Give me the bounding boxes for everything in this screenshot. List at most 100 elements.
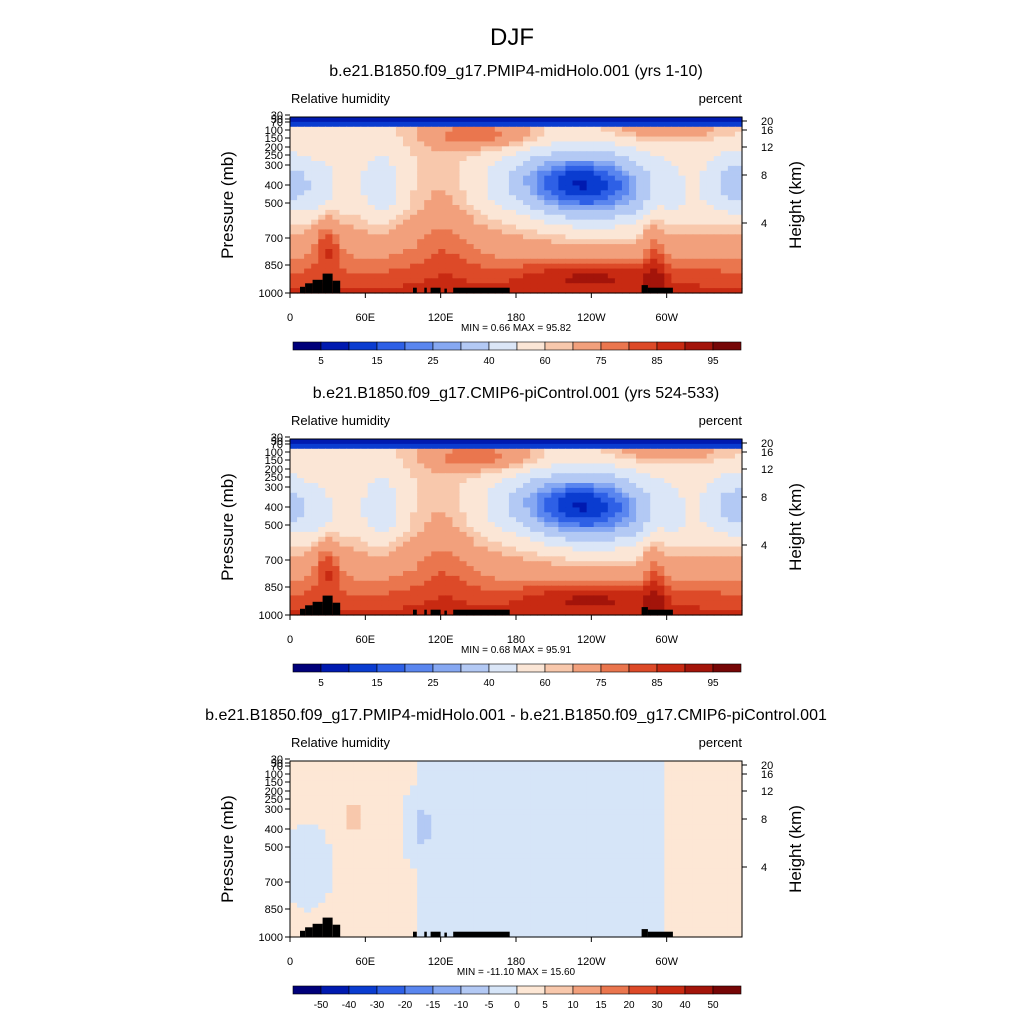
heatmap-cell: [438, 595, 446, 601]
heatmap-cell: [487, 136, 496, 143]
heatmap-cell: [544, 439, 552, 445]
heatmap-cell: [734, 117, 743, 123]
heatmap-cell: [530, 571, 538, 577]
heatmap-cell: [664, 448, 672, 455]
heatmap-cell: [318, 273, 326, 279]
heatmap-cell: [558, 253, 567, 260]
heatmap-cell: [657, 121, 665, 128]
terrain-mask: [413, 287, 417, 293]
heatmap-cell: [473, 541, 482, 548]
heatmap-cell: [290, 502, 298, 509]
heatmap-cell: [727, 473, 736, 479]
heatmap-cell: [551, 190, 559, 196]
heatmap-cell: [692, 258, 701, 265]
heatmap-cell: [452, 527, 461, 533]
terrain-mask: [430, 287, 441, 293]
heatmap-cell: [473, 473, 482, 479]
heatmap-cell: [297, 502, 305, 509]
heatmap-cell: [501, 131, 510, 138]
heatmap-cell: [516, 502, 524, 509]
heatmap-cell: [332, 249, 341, 255]
heatmap-cell: [565, 512, 574, 518]
heatmap-cell: [311, 136, 319, 143]
heatmap-cell: [297, 239, 305, 245]
heatmap-cell: [530, 234, 538, 240]
heatmap-cell: [360, 571, 369, 577]
heatmap-cell: [325, 561, 333, 567]
heatmap-cell: [346, 468, 355, 474]
heatmap-cell: [459, 219, 468, 226]
heatmap-cell: [530, 200, 538, 206]
heatmap-cell: [346, 205, 355, 211]
heatmap-cell: [537, 458, 545, 465]
heatmap-cell: [586, 141, 595, 147]
heatmap-cell: [706, 170, 715, 177]
heatmap-cell: [388, 185, 397, 191]
heatmap-cell: [395, 288, 404, 294]
heatmap-cell: [734, 141, 743, 147]
colorbar-box: [712, 341, 742, 351]
heatmap-cell: [494, 229, 503, 235]
heatmap-cell: [473, 258, 482, 265]
heatmap-cell: [636, 527, 644, 533]
heatmap-cell: [614, 473, 623, 479]
heatmap-cell: [629, 205, 637, 211]
heatmap-cell: [678, 522, 687, 528]
heatmap-cell: [657, 512, 665, 518]
heatmap-cell: [643, 448, 651, 455]
heatmap-cell: [678, 473, 687, 479]
heatmap-cell: [720, 170, 729, 177]
heatmap-cell: [395, 229, 404, 235]
heatmap-cell: [367, 507, 376, 513]
heatmap-cell: [600, 522, 609, 528]
heatmap-cell: [657, 126, 665, 133]
heatmap-cell: [381, 556, 390, 562]
heatmap-cell: [332, 551, 341, 557]
heatmap-cell: [579, 205, 588, 211]
heatmap-cell: [621, 590, 630, 597]
heatmap-cell: [537, 214, 545, 221]
heatmap-cell: [424, 175, 432, 182]
heatmap-cell: [678, 195, 687, 201]
heatmap-cell: [551, 288, 559, 294]
heatmap-cell: [417, 219, 425, 226]
heatmap-cell: [727, 483, 736, 489]
heatmap-cell: [558, 448, 567, 455]
heatmap-cell: [410, 527, 418, 533]
heatmap-cell: [290, 527, 298, 533]
heatmap-cell: [438, 263, 446, 270]
heatmap-cell: [311, 585, 319, 592]
heatmap-cell: [516, 770, 524, 777]
heatmap-cell: [452, 249, 461, 255]
heatmap-cell: [643, 483, 651, 489]
heatmap-cell: [657, 761, 665, 767]
heatmap-cell: [586, 502, 595, 509]
heatmap-cell: [367, 536, 376, 543]
heatmap-cell: [593, 765, 602, 772]
heatmap-cell: [516, 556, 524, 562]
heatmap-cell: [537, 585, 545, 592]
heatmap-cell: [353, 195, 362, 201]
heatmap-cell: [332, 566, 341, 572]
heatmap-cell: [657, 605, 665, 611]
heatmap-cell: [452, 151, 461, 157]
heatmap-cell: [678, 566, 687, 572]
heatmap-cell: [339, 249, 348, 255]
heatmap-cell: [304, 170, 312, 177]
heatmap-cell: [530, 244, 538, 250]
heatmap-cell: [346, 483, 355, 489]
heatmap-cell: [304, 492, 312, 499]
heatmap-cell: [403, 283, 411, 289]
heatmap-cell: [353, 512, 362, 518]
heatmap-cell: [459, 522, 468, 528]
heatmap-cell: [720, 234, 729, 240]
heatmap-cell: [346, 502, 355, 509]
heatmap-cell: [374, 200, 383, 206]
heatmap-cell: [699, 536, 708, 543]
heatmap-cell: [297, 439, 305, 445]
heatmap-cell: [487, 205, 496, 211]
heatmap-cell: [410, 121, 418, 128]
heatmap-cell: [579, 502, 588, 509]
heatmap-cell: [367, 234, 376, 240]
heatmap-cell: [650, 439, 658, 445]
